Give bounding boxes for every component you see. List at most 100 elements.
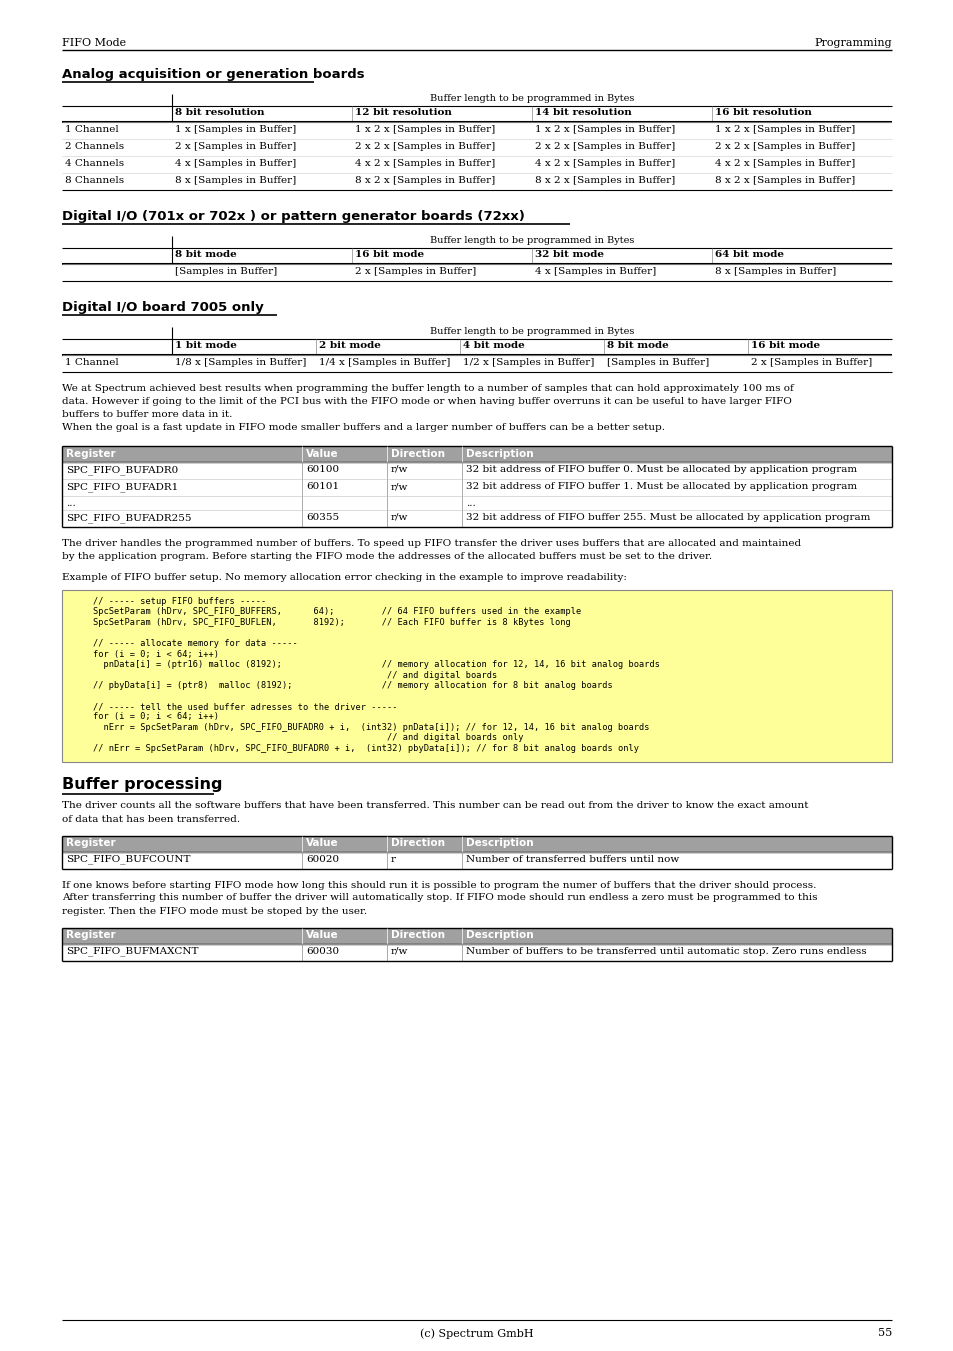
Text: 55: 55	[877, 1328, 891, 1337]
Text: 4 x 2 x [Samples in Buffer]: 4 x 2 x [Samples in Buffer]	[355, 159, 495, 168]
Text: Direction: Direction	[391, 839, 444, 848]
Text: SpcSetParam (hDrv, SPC_FIFO_BUFLEN,       8192);       // Each FIFO buffer is 8 : SpcSetParam (hDrv, SPC_FIFO_BUFLEN, 8192…	[71, 617, 570, 627]
Text: 4 x 2 x [Samples in Buffer]: 4 x 2 x [Samples in Buffer]	[535, 159, 675, 168]
Text: 2 x 2 x [Samples in Buffer]: 2 x 2 x [Samples in Buffer]	[714, 142, 854, 151]
Text: We at Spectrum achieved best results when programming the buffer length to a num: We at Spectrum achieved best results whe…	[62, 384, 793, 393]
Text: [Samples in Buffer]: [Samples in Buffer]	[174, 267, 277, 276]
Text: Buffer length to be programmed in Bytes: Buffer length to be programmed in Bytes	[430, 236, 634, 245]
Text: Digital I/O board 7005 only: Digital I/O board 7005 only	[62, 301, 263, 313]
Text: 1/4 x [Samples in Buffer]: 1/4 x [Samples in Buffer]	[318, 358, 450, 367]
Text: Programming: Programming	[814, 38, 891, 49]
Text: 2 bit mode: 2 bit mode	[318, 340, 380, 350]
Text: 1 x 2 x [Samples in Buffer]: 1 x 2 x [Samples in Buffer]	[714, 126, 854, 134]
Text: 1/2 x [Samples in Buffer]: 1/2 x [Samples in Buffer]	[462, 358, 594, 367]
Text: (c) Spectrum GmbH: (c) Spectrum GmbH	[419, 1328, 534, 1339]
Text: 32 bit mode: 32 bit mode	[535, 250, 603, 259]
Bar	[62, 446, 891, 462]
Text: 2 x 2 x [Samples in Buffer]: 2 x 2 x [Samples in Buffer]	[355, 142, 495, 151]
Text: 2 x [Samples in Buffer]: 2 x [Samples in Buffer]	[174, 142, 296, 151]
Text: nErr = SpcSetParam (hDrv, SPC_FIFO_BUFADR0 + i,  (int32) pnData[i]); // for 12, : nErr = SpcSetParam (hDrv, SPC_FIFO_BUFAD…	[71, 723, 649, 732]
Text: 1 bit mode: 1 bit mode	[174, 340, 236, 350]
Text: 16 bit resolution: 16 bit resolution	[714, 108, 811, 118]
Text: 2 x [Samples in Buffer]: 2 x [Samples in Buffer]	[355, 267, 476, 276]
Text: 8 x [Samples in Buffer]: 8 x [Samples in Buffer]	[174, 176, 296, 185]
Text: SpcSetParam (hDrv, SPC_FIFO_BUFFERS,      64);         // 64 FIFO buffers used i: SpcSetParam (hDrv, SPC_FIFO_BUFFERS, 64)…	[71, 608, 580, 616]
Text: r/w: r/w	[391, 482, 408, 490]
Text: 32 bit address of FIFO buffer 0. Must be allocated by application program: 32 bit address of FIFO buffer 0. Must be…	[465, 465, 856, 474]
Text: for (i = 0; i < 64; i++): for (i = 0; i < 64; i++)	[71, 650, 219, 658]
Text: 4 x 2 x [Samples in Buffer]: 4 x 2 x [Samples in Buffer]	[714, 159, 854, 168]
Text: Digital I/O (701x or 702x ) or pattern generator boards (72xx): Digital I/O (701x or 702x ) or pattern g…	[62, 209, 524, 223]
Text: Example of FIFO buffer setup. No memory allocation error checking in the example: Example of FIFO buffer setup. No memory …	[62, 573, 626, 582]
Text: Direction: Direction	[391, 931, 444, 940]
Text: When the goal is a fast update in FIFO mode smaller buffers and a larger number : When the goal is a fast update in FIFO m…	[62, 423, 664, 432]
Text: Direction: Direction	[391, 449, 444, 459]
Text: [Samples in Buffer]: [Samples in Buffer]	[606, 358, 708, 367]
Text: 32 bit address of FIFO buffer 255. Must be allocated by application program: 32 bit address of FIFO buffer 255. Must …	[465, 513, 869, 521]
Text: 60020: 60020	[306, 854, 338, 863]
Text: // and digital boards: // and digital boards	[71, 670, 497, 680]
Text: 4 Channels: 4 Channels	[65, 159, 124, 168]
Text: for (i = 0; i < 64; i++): for (i = 0; i < 64; i++)	[71, 712, 219, 721]
Text: Description: Description	[465, 449, 533, 459]
Text: 4 x [Samples in Buffer]: 4 x [Samples in Buffer]	[535, 267, 656, 276]
Text: Analog acquisition or generation boards: Analog acquisition or generation boards	[62, 68, 364, 81]
Text: 4 x [Samples in Buffer]: 4 x [Samples in Buffer]	[174, 159, 296, 168]
Text: 4 bit mode: 4 bit mode	[462, 340, 524, 350]
Text: Number of transferred buffers until now: Number of transferred buffers until now	[465, 854, 679, 863]
Text: Register: Register	[66, 931, 115, 940]
Text: Register: Register	[66, 839, 115, 848]
Text: // ----- tell the used buffer adresses to the driver -----: // ----- tell the used buffer adresses t…	[71, 703, 397, 711]
Text: // ----- allocate memory for data -----: // ----- allocate memory for data -----	[71, 639, 297, 648]
Text: Number of buffers to be transferred until automatic stop. Zero runs endless: Number of buffers to be transferred unti…	[465, 947, 865, 955]
Text: r: r	[391, 854, 395, 863]
Text: SPC_FIFO_BUFADR255: SPC_FIFO_BUFADR255	[66, 513, 192, 523]
Text: 8 Channels: 8 Channels	[65, 176, 124, 185]
Text: 60355: 60355	[306, 513, 338, 521]
Bar	[62, 928, 891, 943]
Text: ...: ...	[66, 499, 75, 508]
Bar	[62, 590, 891, 762]
Text: The driver handles the programmed number of buffers. To speed up FIFO transfer t: The driver handles the programmed number…	[62, 539, 801, 549]
Text: register. Then the FIFO mode must be stoped by the user.: register. Then the FIFO mode must be sto…	[62, 907, 367, 916]
Text: 1 Channel: 1 Channel	[65, 126, 118, 134]
Text: 60101: 60101	[306, 482, 338, 490]
Text: // and digital boards only: // and digital boards only	[71, 734, 523, 743]
Text: data. However if going to the limit of the PCI bus with the FIFO mode or when ha: data. However if going to the limit of t…	[62, 397, 791, 407]
Text: SPC_FIFO_BUFADR0: SPC_FIFO_BUFADR0	[66, 465, 178, 474]
Text: 8 bit resolution: 8 bit resolution	[174, 108, 264, 118]
Text: pnData[i] = (ptr16) malloc (8192);                   // memory allocation for 12: pnData[i] = (ptr16) malloc (8192); // me…	[71, 661, 659, 669]
Text: SPC_FIFO_BUFADR1: SPC_FIFO_BUFADR1	[66, 482, 178, 492]
Text: 8 x 2 x [Samples in Buffer]: 8 x 2 x [Samples in Buffer]	[714, 176, 854, 185]
Text: of data that has been transferred.: of data that has been transferred.	[62, 815, 240, 824]
Text: 8 x [Samples in Buffer]: 8 x [Samples in Buffer]	[714, 267, 836, 276]
Text: Description: Description	[465, 839, 533, 848]
Text: 1 x [Samples in Buffer]: 1 x [Samples in Buffer]	[174, 126, 296, 134]
Text: r/w: r/w	[391, 947, 408, 955]
Text: 1 Channel: 1 Channel	[65, 358, 118, 367]
Text: FIFO Mode: FIFO Mode	[62, 38, 126, 49]
Text: If one knows before starting FIFO mode how long this should run it is possible t: If one knows before starting FIFO mode h…	[62, 881, 816, 889]
Text: 64 bit mode: 64 bit mode	[714, 250, 783, 259]
Text: buffers to buffer more data in it.: buffers to buffer more data in it.	[62, 409, 233, 419]
Text: r/w: r/w	[391, 465, 408, 474]
Text: 1/8 x [Samples in Buffer]: 1/8 x [Samples in Buffer]	[174, 358, 306, 367]
Text: // nErr = SpcSetParam (hDrv, SPC_FIFO_BUFADR0 + i,  (int32) pbyData[i]); // for : // nErr = SpcSetParam (hDrv, SPC_FIFO_BU…	[71, 744, 639, 753]
Text: by the application program. Before starting the FIFO mode the addresses of the a: by the application program. Before start…	[62, 553, 711, 561]
Text: 8 x 2 x [Samples in Buffer]: 8 x 2 x [Samples in Buffer]	[535, 176, 675, 185]
Text: 1 x 2 x [Samples in Buffer]: 1 x 2 x [Samples in Buffer]	[535, 126, 675, 134]
Text: 32 bit address of FIFO buffer 1. Must be allocated by application program: 32 bit address of FIFO buffer 1. Must be…	[465, 482, 856, 490]
Text: // ----- setup FIFO buffers -----: // ----- setup FIFO buffers -----	[71, 597, 266, 607]
Text: 1 x 2 x [Samples in Buffer]: 1 x 2 x [Samples in Buffer]	[355, 126, 495, 134]
Text: Value: Value	[306, 839, 338, 848]
Text: Value: Value	[306, 931, 338, 940]
Text: 60030: 60030	[306, 947, 338, 955]
Text: 16 bit mode: 16 bit mode	[355, 250, 424, 259]
Text: Register: Register	[66, 449, 115, 459]
Text: Description: Description	[465, 931, 533, 940]
Text: Value: Value	[306, 449, 338, 459]
Text: SPC_FIFO_BUFMAXCNT: SPC_FIFO_BUFMAXCNT	[66, 947, 198, 957]
Text: 14 bit resolution: 14 bit resolution	[535, 108, 631, 118]
Text: // pbyData[i] = (ptr8)  malloc (8192);                 // memory allocation for : // pbyData[i] = (ptr8) malloc (8192); //…	[71, 681, 612, 690]
Text: SPC_FIFO_BUFCOUNT: SPC_FIFO_BUFCOUNT	[66, 854, 191, 865]
